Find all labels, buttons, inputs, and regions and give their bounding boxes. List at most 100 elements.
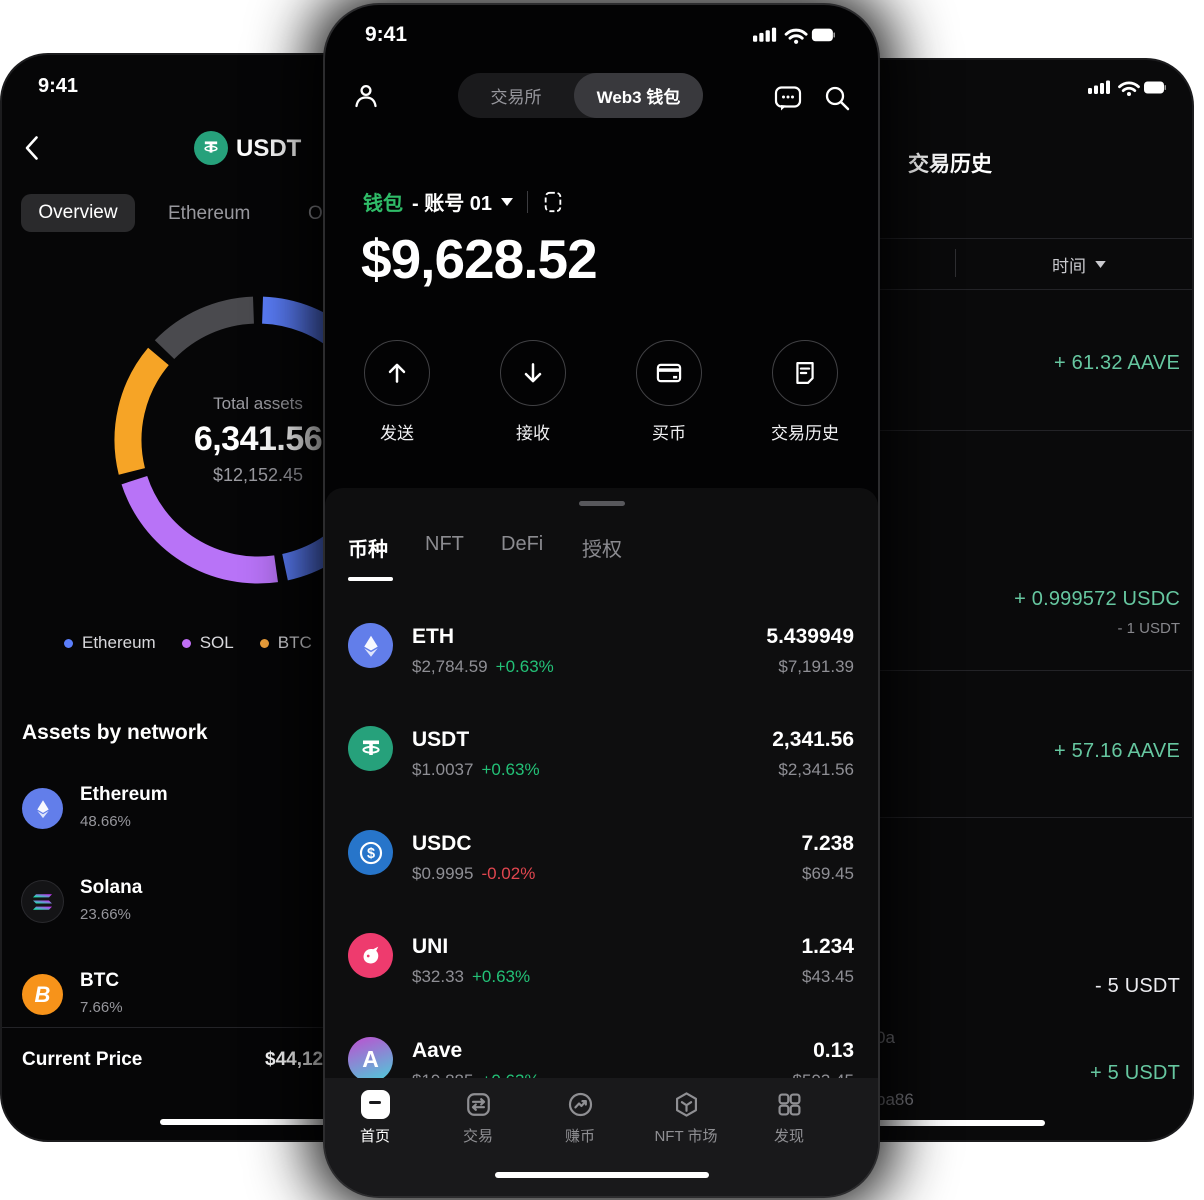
action-label: 买币 [652, 424, 686, 443]
signal-icon [1088, 80, 1110, 94]
home-indicator[interactable] [160, 1119, 327, 1125]
tab-tokens[interactable]: 币种 [348, 539, 388, 561]
signal-icon [753, 27, 777, 42]
nav-label: 赚币 [564, 1128, 595, 1145]
chart-legend: Ethereum SOL BTC [64, 633, 312, 653]
segmented-control[interactable]: 交易所 Web3 钱包 [458, 73, 703, 118]
card-icon [636, 340, 702, 406]
eth-icon [348, 623, 393, 668]
search-icon[interactable] [822, 83, 852, 118]
token-amount: 0.13 [813, 1039, 854, 1062]
nav-nft-market[interactable]: NFT 市场 [631, 1090, 741, 1146]
buy-crypto-button[interactable]: 买币 [607, 340, 731, 444]
legend-label: SOL [199, 633, 234, 652]
ethereum-icon [22, 788, 63, 829]
token-row-eth[interactable]: ETH $2,784.59 +0.63% 5.439949 $7,191.39 [325, 612, 878, 712]
divider [955, 249, 956, 277]
nav-label: 首页 [359, 1128, 390, 1145]
tab-nft[interactable]: NFT [425, 533, 464, 555]
page-title: USDT [236, 135, 302, 162]
transaction-amount[interactable]: + 57.16 AAVE [1053, 740, 1180, 762]
network-row-btc[interactable]: B BTC 7.66% [2, 969, 622, 1025]
solana-icon [22, 881, 63, 922]
token-price: $2,784.59 [412, 657, 488, 676]
legend-btc: BTC [259, 633, 312, 653]
token-value: $2,341.56 [778, 760, 854, 779]
receive-icon [500, 340, 566, 406]
section-title: Assets by network [22, 721, 208, 744]
profile-icon[interactable] [351, 81, 381, 116]
address-fragment: ba86 [876, 1090, 914, 1109]
token-price: $1.0037 [412, 760, 474, 779]
nav-discover[interactable]: 发现 [734, 1090, 844, 1146]
account-selector[interactable]: 钱包 - 账号 01 [363, 187, 564, 216]
account-label: - 账号 01 [412, 193, 493, 215]
status-time: 9:41 [365, 23, 408, 46]
network-name: Ethereum [80, 784, 168, 805]
action-label: 交易历史 [771, 424, 839, 443]
legend-dot-ethereum [64, 638, 73, 648]
legend-ethereum: Ethereum [64, 633, 156, 653]
action-label: 接收 [516, 424, 550, 443]
total-assets-usd: $12,152.45 [212, 465, 304, 485]
discover-icon [778, 1093, 800, 1116]
home-indicator[interactable] [810, 1120, 1045, 1126]
token-row-usdt[interactable]: USDT $1.0037 +0.63% 2,341.56 $2,341.56 [325, 715, 878, 815]
network-percent: 48.66% [80, 813, 131, 830]
token-symbol: USDC [412, 832, 472, 855]
scan-icon[interactable] [542, 190, 564, 214]
tab-exchange[interactable]: 交易所 [490, 88, 542, 107]
total-assets-label: Total assets [213, 394, 303, 413]
nav-home[interactable]: 首页 [325, 1090, 430, 1146]
legend-label: Ethereum [82, 633, 156, 652]
nav-earn[interactable]: 赚币 [525, 1090, 635, 1146]
trade-icon [466, 1093, 490, 1116]
transaction-amount[interactable]: + 0.999572 USDC [1014, 588, 1180, 610]
token-row-aave[interactable]: A Aave $19.885 +0.63% 0.13 $593.45 [325, 1026, 878, 1078]
svg-text:$: $ [366, 846, 374, 862]
drag-handle[interactable] [579, 501, 625, 506]
transaction-amount[interactable]: - 5 USDT [1095, 975, 1180, 997]
wifi-icon [1118, 81, 1140, 92]
legend-dot-btc [259, 638, 269, 648]
legend-label: BTC [277, 633, 312, 652]
nav-trade[interactable]: 交易 [423, 1090, 533, 1146]
token-change: +0.63% [495, 657, 554, 676]
back-icon[interactable] [24, 135, 39, 166]
tab-web3-wallet[interactable]: Web3 钱包 [574, 73, 703, 118]
network-row-ethereum[interactable]: Ethereum 48.66% [2, 783, 622, 839]
network-percent: 7.66% [80, 999, 123, 1016]
chat-icon[interactable] [773, 83, 803, 118]
token-change: -0.02% [481, 864, 536, 883]
btc-icon: B [22, 974, 63, 1015]
tab-oktc[interactable]: O [308, 203, 323, 224]
donut-segment-other [154, 296, 255, 360]
center-phone: 9:41 交易所 Web3 钱包 [325, 5, 878, 1196]
nav-label: NFT 市场 [654, 1128, 718, 1145]
tab-defi[interactable]: DeFi [501, 533, 544, 555]
receive-button[interactable]: 接收 [471, 340, 595, 444]
token-row-usdc[interactable]: $ USDC $0.9995 -0.02% 7.238 $69.45 [325, 819, 878, 919]
nft-icon [675, 1092, 697, 1117]
network-row-solana[interactable]: Solana 23.66% [2, 876, 622, 932]
token-change: +0.63% [472, 967, 531, 986]
current-price-label: Current Price [22, 1049, 143, 1070]
transaction-amount[interactable]: + 5 USDT [1090, 1062, 1180, 1084]
chevron-down-icon [1095, 261, 1106, 268]
tab-ethereum[interactable]: Ethereum [168, 203, 251, 224]
transaction-sub-amount: - 1 USDT [1117, 620, 1180, 637]
time-filter[interactable]: 时间 [1052, 252, 1106, 277]
donut-center: Total assets 6,341.56 $12,152.45 [108, 290, 408, 590]
tab-approvals[interactable]: 授权 [582, 539, 622, 561]
assets-donut-chart: Total assets 6,341.56 $12,152.45 [108, 290, 408, 590]
transaction-amount[interactable]: + 61.32 AAVE [1053, 352, 1180, 374]
tab-overview[interactable]: Overview [21, 194, 135, 232]
token-symbol: UNI [412, 935, 449, 958]
divider [640, 430, 1192, 431]
history-button[interactable]: 交易历史 [743, 340, 867, 444]
send-icon [364, 340, 430, 406]
token-value: $7,191.39 [778, 657, 854, 676]
home-indicator[interactable] [495, 1172, 709, 1178]
token-row-uni[interactable]: UNI $32.33 +0.63% 1.234 $43.45 [325, 922, 878, 1022]
send-button[interactable]: 发送 [335, 340, 459, 444]
